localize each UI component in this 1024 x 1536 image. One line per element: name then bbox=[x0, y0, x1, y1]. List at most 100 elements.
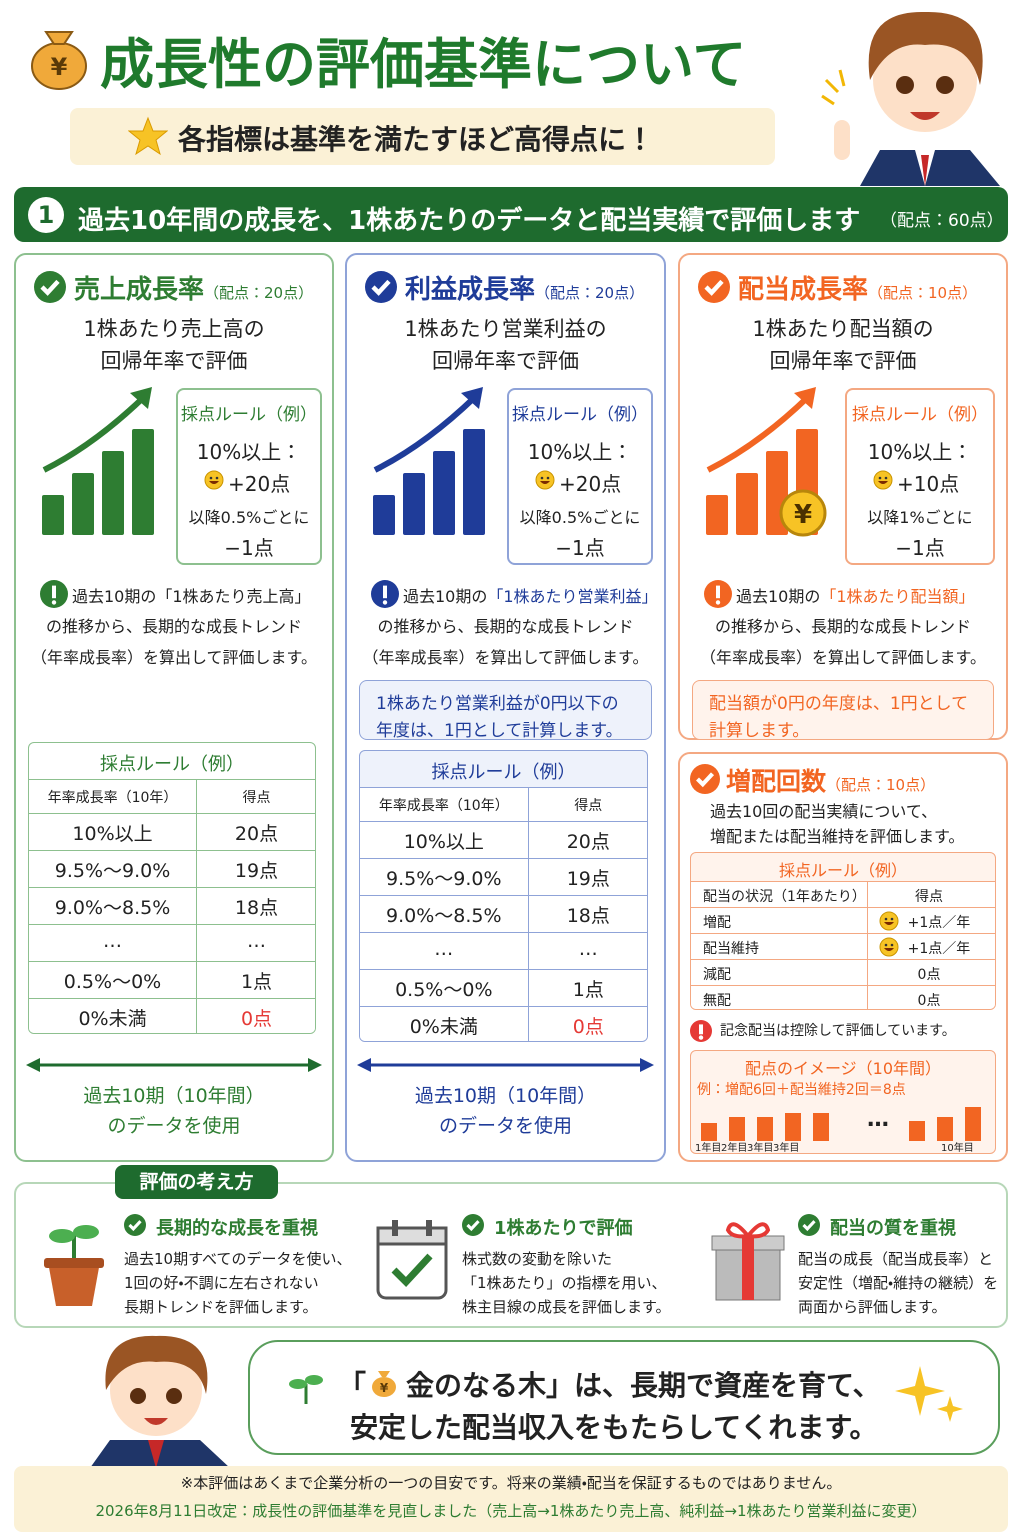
section-number: 1 bbox=[28, 197, 64, 233]
table-cell: 19点 bbox=[566, 868, 610, 891]
banner: 「 ¥ 金のなる木」は、長期で資産を育て、 安定した配当収入をもたらしてくれます。 bbox=[248, 1340, 1000, 1455]
icon-shape bbox=[821, 69, 846, 106]
table-cell: 10%以上 bbox=[403, 831, 484, 854]
icon-shape bbox=[376, 1226, 448, 1246]
icon-shape bbox=[44, 1258, 104, 1268]
period-text: のデータを使用 bbox=[107, 1115, 241, 1137]
dividend-table: 採点ルール（例） 配当の状況（1年あたり） 得点 増配 +1点／年 配当維持 +1点／年 減配… bbox=[690, 852, 996, 1010]
dividend-image: 配点のイメージ（10年間） 例：増配6回＋配当維持2回＝8点… 1年目 2年目 3年目 3… bbox=[690, 1050, 996, 1154]
footer: ※本評価はあくまで企業分析の一つの目安です。将来の業績・配当を保証するものではあ… bbox=[14, 1466, 1008, 1532]
icon-shape bbox=[936, 76, 954, 94]
icon-shape bbox=[879, 911, 899, 931]
image-axis-label: 1年目 bbox=[695, 1143, 722, 1154]
icon-shape bbox=[128, 1220, 142, 1232]
table-title: 採点ルール（例） bbox=[100, 754, 244, 775]
note-lead: 過去10期の bbox=[403, 587, 488, 606]
icon-shape bbox=[209, 481, 219, 484]
check-icon bbox=[34, 271, 66, 303]
principle-icon bbox=[711, 1222, 785, 1301]
icon-shape bbox=[921, 155, 929, 186]
note-line: 過去10期の「1株あたり営業利益」 bbox=[403, 583, 658, 607]
icon-shape bbox=[392, 1220, 398, 1236]
note-line: （年率成長率）を算出して評価します。 bbox=[362, 648, 649, 667]
icon-shape bbox=[742, 1236, 754, 1300]
icon-shape bbox=[715, 600, 721, 605]
note-line: の推移から、長期的な成長トレンド bbox=[45, 617, 302, 636]
principle-text: 長期トレンドを評価します。 bbox=[124, 1298, 318, 1316]
table-cell: 1点 bbox=[572, 979, 604, 1002]
table-row bbox=[29, 961, 315, 999]
principle-title: 1株あたりで評価 bbox=[494, 1218, 633, 1239]
star-icon bbox=[128, 116, 168, 156]
dividend-description: 過去10回の配当実績について、 bbox=[710, 802, 938, 821]
period-arrow bbox=[26, 1058, 322, 1072]
icon-shape bbox=[461, 387, 483, 409]
warning-text: 計算します。 bbox=[709, 721, 810, 741]
table-row bbox=[29, 924, 315, 962]
icon-shape bbox=[44, 31, 74, 45]
icon-shape bbox=[166, 1388, 182, 1404]
table-cell: 配当の状況（1年あたり） bbox=[703, 889, 866, 905]
table-row bbox=[360, 1006, 647, 1041]
card-title-row: 利益成長率（配点：20点） bbox=[405, 269, 644, 306]
note-line: 過去10期の「1株あたり売上高」 bbox=[72, 583, 311, 607]
card-title: 利益成長率 bbox=[405, 275, 536, 305]
table-cell: 減配 bbox=[703, 967, 731, 983]
icon-shape bbox=[540, 476, 544, 480]
icon-shape bbox=[148, 1440, 164, 1468]
icon-shape bbox=[132, 429, 154, 535]
principle-text: 両面から評価します。 bbox=[798, 1298, 947, 1316]
icon-shape bbox=[895, 1366, 945, 1416]
subtitle-box bbox=[70, 108, 775, 165]
warning-box: 1株あたり営業利益が0円以下の 年度は、1円として計算します。 bbox=[359, 680, 652, 741]
icon-shape: ¥ bbox=[794, 500, 812, 530]
note-lead: 過去10期の bbox=[72, 587, 157, 606]
icon-shape bbox=[209, 476, 213, 480]
dividend-count-card: 増配回数（配点：10点） 過去10回の配当実績について、 増配または配当維持を評価し… bbox=[678, 752, 1008, 1162]
principle-title: 長期的な成長を重視 bbox=[156, 1218, 318, 1239]
table-cell: 9.5%〜9.0% bbox=[54, 860, 171, 883]
image-axis-label: 10年目 bbox=[941, 1143, 974, 1154]
icon-shape bbox=[382, 600, 388, 605]
smile-icon bbox=[204, 470, 224, 490]
rule-line: 10%以上： bbox=[867, 440, 973, 464]
icon-shape bbox=[779, 489, 827, 537]
icon-shape bbox=[383, 585, 387, 599]
table-cell: … bbox=[578, 938, 598, 961]
icon-shape bbox=[813, 1113, 829, 1141]
icon-shape bbox=[73, 1225, 99, 1239]
table-cell: … bbox=[247, 930, 266, 953]
check-icon bbox=[698, 271, 730, 303]
table-row bbox=[29, 779, 315, 814]
icon-shape bbox=[873, 28, 977, 132]
table-cell: 0点 bbox=[917, 993, 941, 1009]
title: 成長性の評価基準について bbox=[100, 33, 747, 96]
icon-shape bbox=[706, 394, 811, 473]
table-cell: +1点／年 bbox=[907, 915, 971, 931]
score-table: 採点ルール（例） 年率成長率（10年） 得点 10%以上 20点 9.5%〜9.0% 19点… bbox=[359, 750, 648, 1042]
icon-shape bbox=[535, 470, 555, 490]
icon-shape bbox=[105, 1335, 208, 1394]
note-lead: 過去10期の bbox=[736, 587, 821, 606]
dividend-bars bbox=[701, 1107, 981, 1141]
icon-shape bbox=[546, 476, 550, 480]
table-cell: 9.0%〜8.5% bbox=[386, 905, 502, 928]
table-cell: 18点 bbox=[566, 905, 610, 928]
check-icon bbox=[690, 764, 720, 794]
smile-icon bbox=[879, 937, 899, 957]
icon-shape bbox=[52, 585, 56, 599]
icon-shape bbox=[372, 1377, 396, 1397]
rule-box: 採点ルール（例） 10%以上： +20点 以降0.5%ごとに −1点 bbox=[176, 388, 322, 565]
icon-shape bbox=[802, 1220, 816, 1232]
icon-shape bbox=[910, 112, 940, 120]
image-title: 配点のイメージ（10年間） bbox=[744, 1059, 942, 1078]
rule-title: 採点ルール（例） bbox=[512, 405, 648, 425]
icon-shape bbox=[463, 429, 485, 535]
rule-box: 採点ルール（例） 10%以上： +20点 以降0.5%ごとに −1点 bbox=[507, 388, 653, 565]
icon-shape bbox=[884, 948, 894, 951]
table-cell: 9.0%〜8.5% bbox=[54, 897, 171, 920]
principle-text: 株式数の変動を除いた bbox=[462, 1250, 613, 1268]
icon-shape: ¥ bbox=[380, 1381, 389, 1395]
note-line: （年率成長率）を算出して評価します。 bbox=[700, 648, 986, 667]
